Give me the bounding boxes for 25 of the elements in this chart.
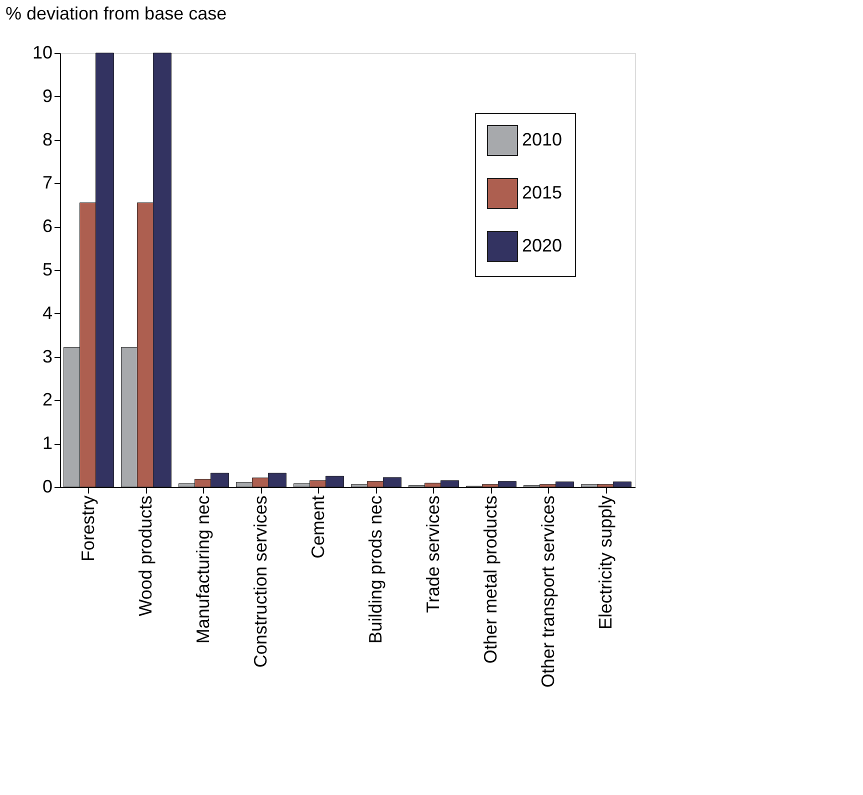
x-tick-label: Building prods nec [365,496,386,644]
x-tick-label: Other metal products [480,496,500,664]
x-tick-label: Trade services [422,496,443,613]
legend-label: 2010 [522,130,562,150]
y-tick-label: 3 [42,346,52,366]
legend-label: 2020 [522,236,562,256]
x-tick-label: Other transport services [538,496,558,688]
y-tick-label: 10 [32,42,52,62]
y-tick-label: 9 [42,86,52,106]
y-tick-label: 8 [42,129,52,150]
x-tick-label: Wood products [135,496,156,616]
y-tick-label: 7 [42,172,52,193]
x-tick-label: Manufacturing nec [192,496,213,644]
y-tick-label: 0 [42,476,52,496]
x-tick-label: Forestry [78,496,98,562]
y-tick-label: 5 [42,260,52,280]
y-tick-label: 2 [42,390,52,410]
x-tick-label: Cement [308,496,328,559]
y-tick-label: 1 [42,433,52,454]
y-tick-label: 6 [42,216,52,236]
x-tick-label: Construction services [250,496,270,668]
y-axis-title: % deviation from base case [6,4,227,24]
legend-label: 2015 [522,182,562,202]
x-tick-label: Electricity supply [595,496,616,630]
y-tick-label: 4 [42,302,52,323]
